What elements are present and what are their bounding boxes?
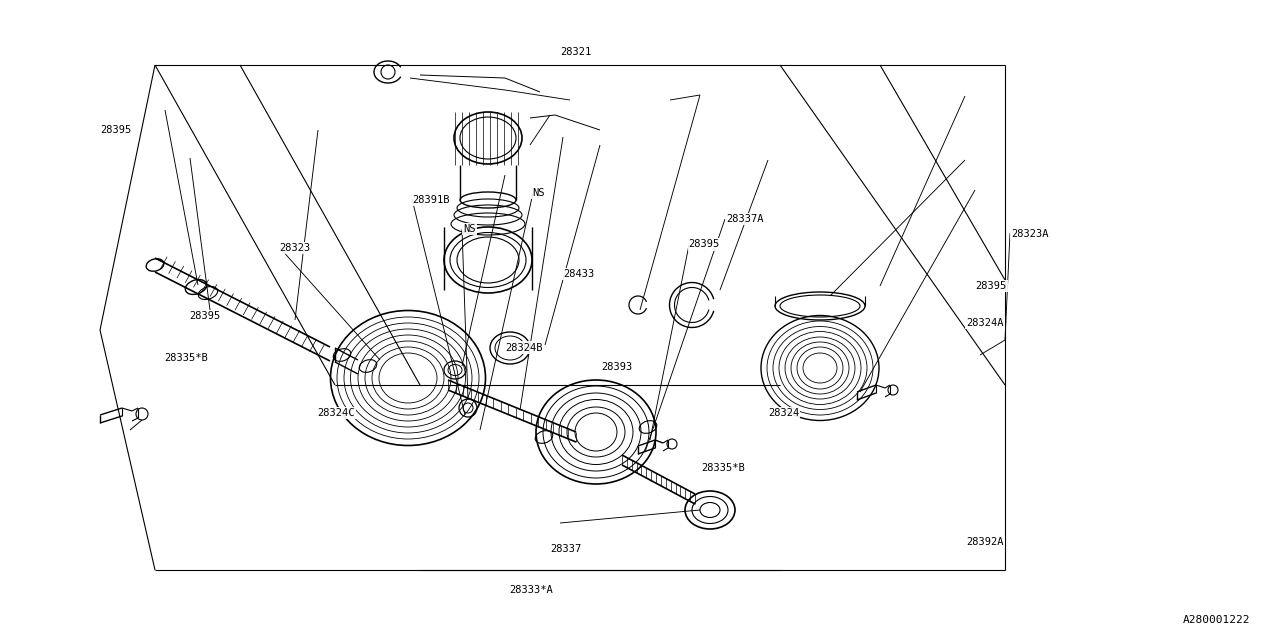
Text: 28324B: 28324B [506,342,543,353]
Text: 28333*A: 28333*A [509,585,553,595]
Text: A280001222: A280001222 [1183,615,1251,625]
Text: 28433: 28433 [563,269,594,279]
Text: 28395: 28395 [100,125,131,135]
Text: 28395: 28395 [189,311,220,321]
Text: 28391B: 28391B [412,195,449,205]
Text: 28323A: 28323A [1011,229,1048,239]
Text: 28324A: 28324A [966,317,1004,328]
Text: 28393: 28393 [602,362,632,372]
Text: 28335*B: 28335*B [164,353,207,364]
Text: 28324C: 28324C [317,408,355,418]
Text: 28324: 28324 [768,408,799,418]
Text: 28392A: 28392A [966,537,1004,547]
Text: 28395: 28395 [689,239,719,250]
Text: 28323: 28323 [279,243,310,253]
Text: 28335*B: 28335*B [701,463,745,474]
Text: 28337: 28337 [550,544,581,554]
Text: NS: NS [532,188,545,198]
Text: NS: NS [463,224,476,234]
Text: 28321: 28321 [561,47,591,58]
Text: 28337A: 28337A [726,214,763,224]
Text: 28395: 28395 [975,281,1006,291]
